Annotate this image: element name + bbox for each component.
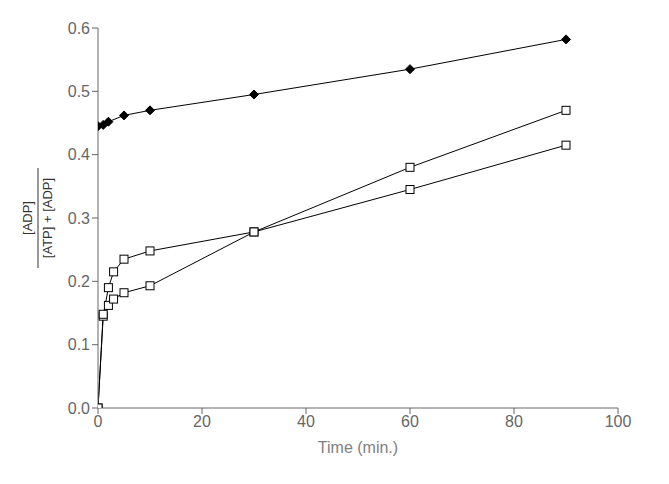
svg-text:60: 60 (401, 413, 419, 430)
svg-text:0.5: 0.5 (68, 83, 90, 100)
svg-text:0.2: 0.2 (68, 273, 90, 290)
svg-text:40: 40 (297, 413, 315, 430)
svg-text:80: 80 (505, 413, 523, 430)
svg-text:0.1: 0.1 (68, 336, 90, 353)
svg-text:100: 100 (605, 413, 632, 430)
svg-text:0.4: 0.4 (68, 146, 90, 163)
svg-text:0: 0 (94, 413, 103, 430)
svg-text:[ADP]: [ADP] (20, 201, 35, 235)
svg-text:[ATP] + [ADP]: [ATP] + [ADP] (40, 178, 55, 258)
svg-text:0.6: 0.6 (68, 20, 90, 37)
svg-text:Time (min.): Time (min.) (318, 439, 398, 456)
svg-text:20: 20 (193, 413, 211, 430)
svg-text:0.3: 0.3 (68, 210, 90, 227)
svg-text:0.0: 0.0 (68, 400, 90, 417)
